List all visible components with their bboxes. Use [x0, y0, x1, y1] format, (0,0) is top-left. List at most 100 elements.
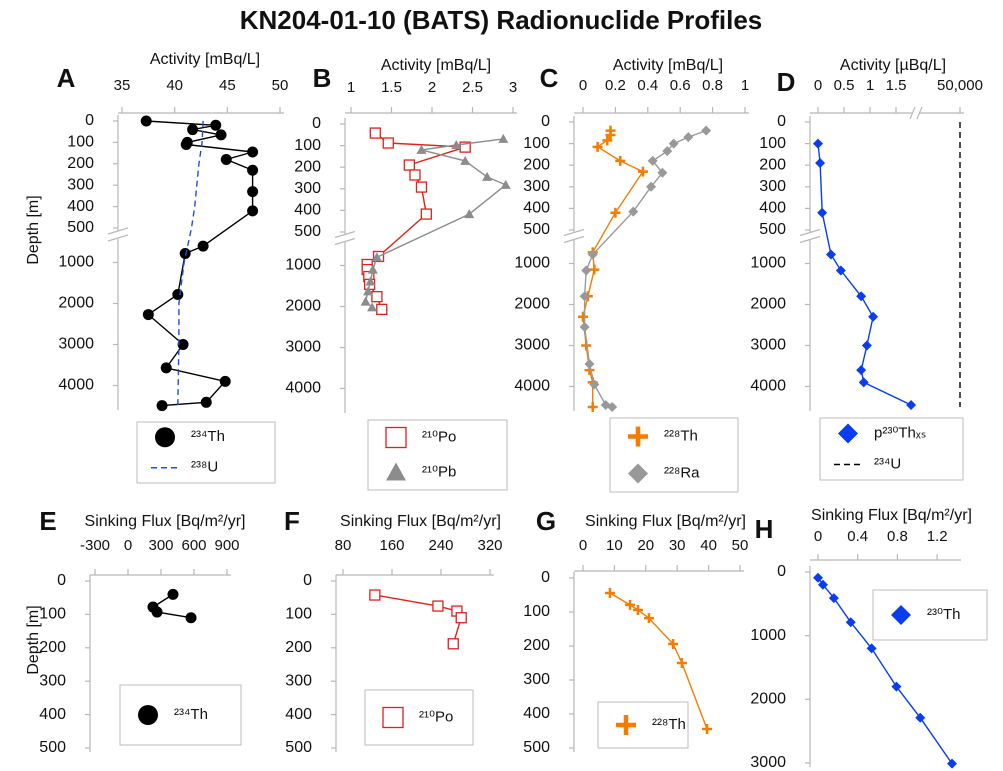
- marker: [616, 715, 636, 735]
- marker: [177, 339, 189, 350]
- marker: [662, 146, 673, 157]
- y-tick-label: 500: [39, 739, 66, 756]
- x-tick-label: -300: [80, 537, 110, 554]
- y-tick-label: 200: [285, 639, 312, 656]
- y-tick-label: 400: [294, 202, 321, 219]
- marker: [447, 638, 459, 650]
- y-tick-label: 100: [523, 603, 550, 620]
- y-tick-label: 100: [285, 606, 312, 623]
- marker: [589, 379, 600, 390]
- marker: [185, 612, 197, 624]
- y-tick-label: 2000: [58, 295, 94, 312]
- marker: [460, 155, 471, 165]
- y-tick-label: 0: [57, 572, 66, 589]
- marker: [151, 606, 163, 618]
- x-tick-label: 0.6: [670, 77, 691, 94]
- x-tick-label: 50: [732, 537, 749, 554]
- y-tick-label: 2000: [750, 691, 786, 708]
- marker: [386, 462, 406, 481]
- x-tick-label: 240: [428, 537, 453, 554]
- y-tick-label: 300: [294, 180, 321, 197]
- x-tick-label: 3: [509, 79, 517, 96]
- marker: [813, 572, 823, 583]
- panel-label: H: [755, 514, 774, 544]
- marker: [416, 144, 427, 154]
- legend-label: ²²⁸Th: [652, 716, 686, 733]
- y-tick-label: 1000: [58, 254, 94, 271]
- marker: [451, 139, 462, 149]
- x-tick-label: 0.4: [637, 77, 658, 94]
- legend-label: ²³⁸U: [191, 459, 218, 476]
- marker: [363, 286, 374, 296]
- x-tick-label: 0: [579, 537, 587, 554]
- marker: [647, 155, 658, 166]
- y-tick-label: 0: [777, 113, 786, 130]
- marker: [668, 138, 679, 149]
- y-tick-label: 200: [523, 156, 550, 173]
- x-tick-label: 0.4: [847, 528, 868, 545]
- x-tick-label: 0: [814, 77, 822, 94]
- axis-break: [107, 227, 129, 242]
- y-tick-label: 4000: [285, 380, 321, 397]
- marker: [579, 322, 590, 333]
- y-tick-label: 100: [67, 134, 94, 151]
- x-tick-label: 0: [814, 528, 822, 545]
- marker: [856, 365, 867, 376]
- marker: [464, 209, 475, 219]
- y-tick-label: 400: [523, 200, 550, 217]
- axis-break: [799, 228, 821, 244]
- x-tick-label: 40: [700, 537, 717, 554]
- marker: [947, 758, 958, 769]
- panel: G Sinking Flux [Bq/m²/yr]0 10 20 30 40 5001002…: [523, 506, 748, 756]
- y-tick-label: 500: [523, 739, 550, 756]
- series-line: [583, 129, 707, 408]
- x-tick-label: 50: [272, 77, 289, 94]
- marker: [455, 612, 467, 624]
- marker: [657, 167, 668, 178]
- x-tick-label: 50,000: [937, 77, 983, 94]
- x-axis-title: Sinking Flux [Bq/m²/yr]: [585, 513, 746, 530]
- x-axis-title: Activity [µBq/L]: [840, 57, 946, 74]
- y-tick-label: 500: [294, 223, 321, 240]
- x-axis-title: Sinking Flux [Bq/m²/yr]: [340, 513, 501, 530]
- y-tick-label: 500: [759, 221, 786, 238]
- marker: [581, 265, 592, 276]
- y-tick-label: 3000: [750, 754, 786, 771]
- marker: [826, 249, 836, 260]
- x-tick-label: 320: [477, 537, 502, 554]
- marker: [868, 311, 879, 322]
- y-tick-label: 100: [39, 606, 66, 623]
- marker: [866, 643, 877, 654]
- marker: [500, 179, 511, 189]
- marker: [360, 296, 371, 306]
- x-axis-title: Activity [mBq/L]: [381, 57, 491, 74]
- y-tick-label: 500: [523, 221, 550, 238]
- marker: [432, 600, 444, 612]
- x-tick-label: 600: [181, 537, 206, 554]
- panel: E Sinking Flux [Bq/m²/yr] Depth [m] -300 0 30…: [25, 506, 245, 756]
- y-tick-label: 0: [541, 113, 550, 130]
- y-tick-label: 500: [285, 739, 312, 756]
- y-tick-label: 2000: [750, 296, 786, 313]
- x-tick-label: 1: [866, 77, 874, 94]
- marker: [646, 181, 657, 192]
- marker: [915, 712, 926, 723]
- y-tick-label: 400: [67, 198, 94, 215]
- legend-box: [597, 701, 689, 749]
- x-tick-label: 20: [637, 537, 654, 554]
- marker: [403, 159, 415, 171]
- y-tick-label: 300: [759, 178, 786, 195]
- y-tick-label: 3000: [750, 337, 786, 354]
- y-tick-label: 300: [523, 178, 550, 195]
- y-tick-label: 300: [285, 672, 312, 689]
- y-tick-label: 300: [67, 176, 94, 193]
- marker: [382, 706, 404, 729]
- marker: [584, 358, 595, 369]
- marker: [482, 171, 493, 181]
- marker: [219, 375, 231, 387]
- panel: H Sinking Flux [Bq/m²/yr] 0 0.4 0.8 1.2 0 1000 2…: [750, 507, 988, 771]
- marker: [365, 276, 376, 286]
- y-tick-label: 0: [777, 563, 786, 580]
- x-tick-label: 45: [219, 77, 236, 94]
